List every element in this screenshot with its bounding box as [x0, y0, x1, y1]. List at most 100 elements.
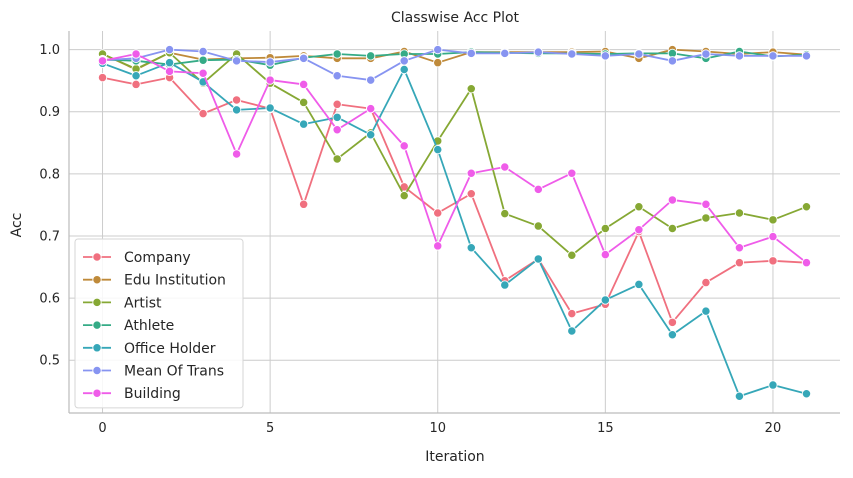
data-point-mean-of-trans [634, 49, 644, 59]
data-point-mean-of-trans [198, 46, 208, 57]
data-point-artist [634, 202, 644, 212]
data-point-mean-of-trans [332, 71, 342, 81]
data-point-building [332, 125, 342, 135]
data-point-building [366, 103, 376, 114]
data-point-mean-of-trans [265, 57, 275, 67]
data-point-mean-of-trans [600, 51, 610, 61]
y-tick-label: 0.6 [39, 292, 60, 307]
x-axis-label: Iteration [425, 449, 484, 465]
data-point-office-holder [366, 130, 376, 140]
data-point-company [768, 256, 778, 266]
y-tick-label: 1.0 [39, 43, 60, 58]
data-point-office-holder [567, 326, 577, 336]
series-line-company [102, 76, 807, 324]
data-point-building [466, 168, 476, 178]
data-point-building [634, 225, 644, 235]
y-tick-label: 0.5 [39, 354, 60, 369]
data-point-artist [768, 215, 778, 225]
data-point-building [97, 56, 108, 66]
series-line-athlete [102, 50, 807, 67]
data-point-artist [533, 221, 543, 231]
legend-marker-edu-institution [92, 275, 102, 285]
data-point-company [466, 189, 476, 199]
data-point-building [801, 258, 812, 268]
series-line-office-holder [102, 61, 807, 398]
data-point-building [399, 141, 409, 151]
data-point-mean-of-trans [231, 56, 242, 66]
data-point-building [734, 243, 745, 253]
data-point-mean-of-trans [433, 44, 443, 55]
data-point-building [131, 49, 141, 59]
x-tick-label: 15 [597, 421, 614, 436]
data-point-office-holder [131, 71, 141, 81]
data-point-building [433, 241, 443, 251]
x-tick-label: 20 [765, 421, 782, 436]
axes: 0 5 10 15 20 0.5 0.6 0.7 0.8 0.9 1.0 [39, 31, 840, 436]
data-point-office-holder [500, 280, 510, 290]
series-line-mean-of-trans [102, 48, 807, 81]
data-point-company [231, 95, 242, 105]
x-tick-label: 5 [266, 421, 274, 436]
data-point-office-holder [600, 295, 610, 305]
series-line-artist [102, 51, 807, 257]
chart-title: Classwise Acc Plot [391, 10, 520, 26]
data-point-company [667, 317, 678, 327]
series-lines [97, 44, 812, 401]
data-point-building [768, 231, 778, 242]
data-point-company [701, 277, 711, 288]
data-point-building [164, 66, 175, 77]
data-point-athlete [366, 51, 376, 61]
data-point-office-holder [667, 330, 678, 340]
data-point-building [533, 184, 543, 195]
data-point-company [332, 99, 342, 109]
data-point-artist [667, 223, 678, 234]
data-point-mean-of-trans [299, 53, 309, 63]
data-point-athlete [198, 55, 208, 65]
y-tick-label: 0.7 [39, 229, 60, 244]
data-point-artist [567, 250, 577, 260]
data-point-artist [500, 208, 510, 219]
data-point-company [198, 108, 208, 119]
data-point-mean-of-trans [533, 47, 543, 57]
data-point-mean-of-trans [164, 44, 175, 55]
data-point-building [231, 149, 242, 159]
data-point-building [667, 195, 678, 205]
series-line-edu-institution [102, 48, 807, 71]
data-point-office-holder [399, 64, 409, 75]
legend-label-mean-of-trans: Mean Of Trans [124, 364, 224, 380]
data-point-mean-of-trans [466, 48, 476, 59]
data-point-edu-institution [433, 58, 443, 68]
data-point-mean-of-trans [500, 48, 510, 59]
legend-label-artist: Artist [124, 295, 162, 311]
data-point-office-holder [466, 243, 476, 253]
data-point-artist [399, 190, 409, 201]
legend-marker-building [92, 388, 102, 398]
data-point-building [198, 68, 208, 78]
legend-label-office-holder: Office Holder [124, 341, 216, 357]
legend-marker-office-holder [92, 343, 102, 353]
y-axis-label: Acc [9, 213, 25, 238]
data-point-company [734, 258, 745, 268]
legend-marker-athlete [92, 320, 102, 330]
data-point-office-holder [299, 119, 309, 129]
data-point-building [600, 249, 610, 260]
series-line-building [102, 53, 808, 264]
data-point-mean-of-trans [366, 75, 376, 85]
data-point-mean-of-trans [801, 51, 812, 61]
data-point-mean-of-trans [701, 49, 711, 59]
x-tick-label: 10 [429, 421, 446, 436]
data-point-building [567, 168, 577, 178]
legend-label-edu-institution: Edu Institution [124, 273, 226, 289]
data-point-company [299, 199, 309, 209]
legend-box [74, 238, 244, 409]
data-point-artist [299, 97, 309, 108]
data-point-building [265, 75, 275, 85]
data-point-office-holder [265, 103, 275, 113]
data-point-mean-of-trans [667, 56, 678, 66]
data-point-mean-of-trans [399, 56, 409, 66]
data-point-artist [801, 202, 812, 212]
legend-marker-company [92, 252, 102, 262]
data-point-office-holder [701, 306, 711, 316]
